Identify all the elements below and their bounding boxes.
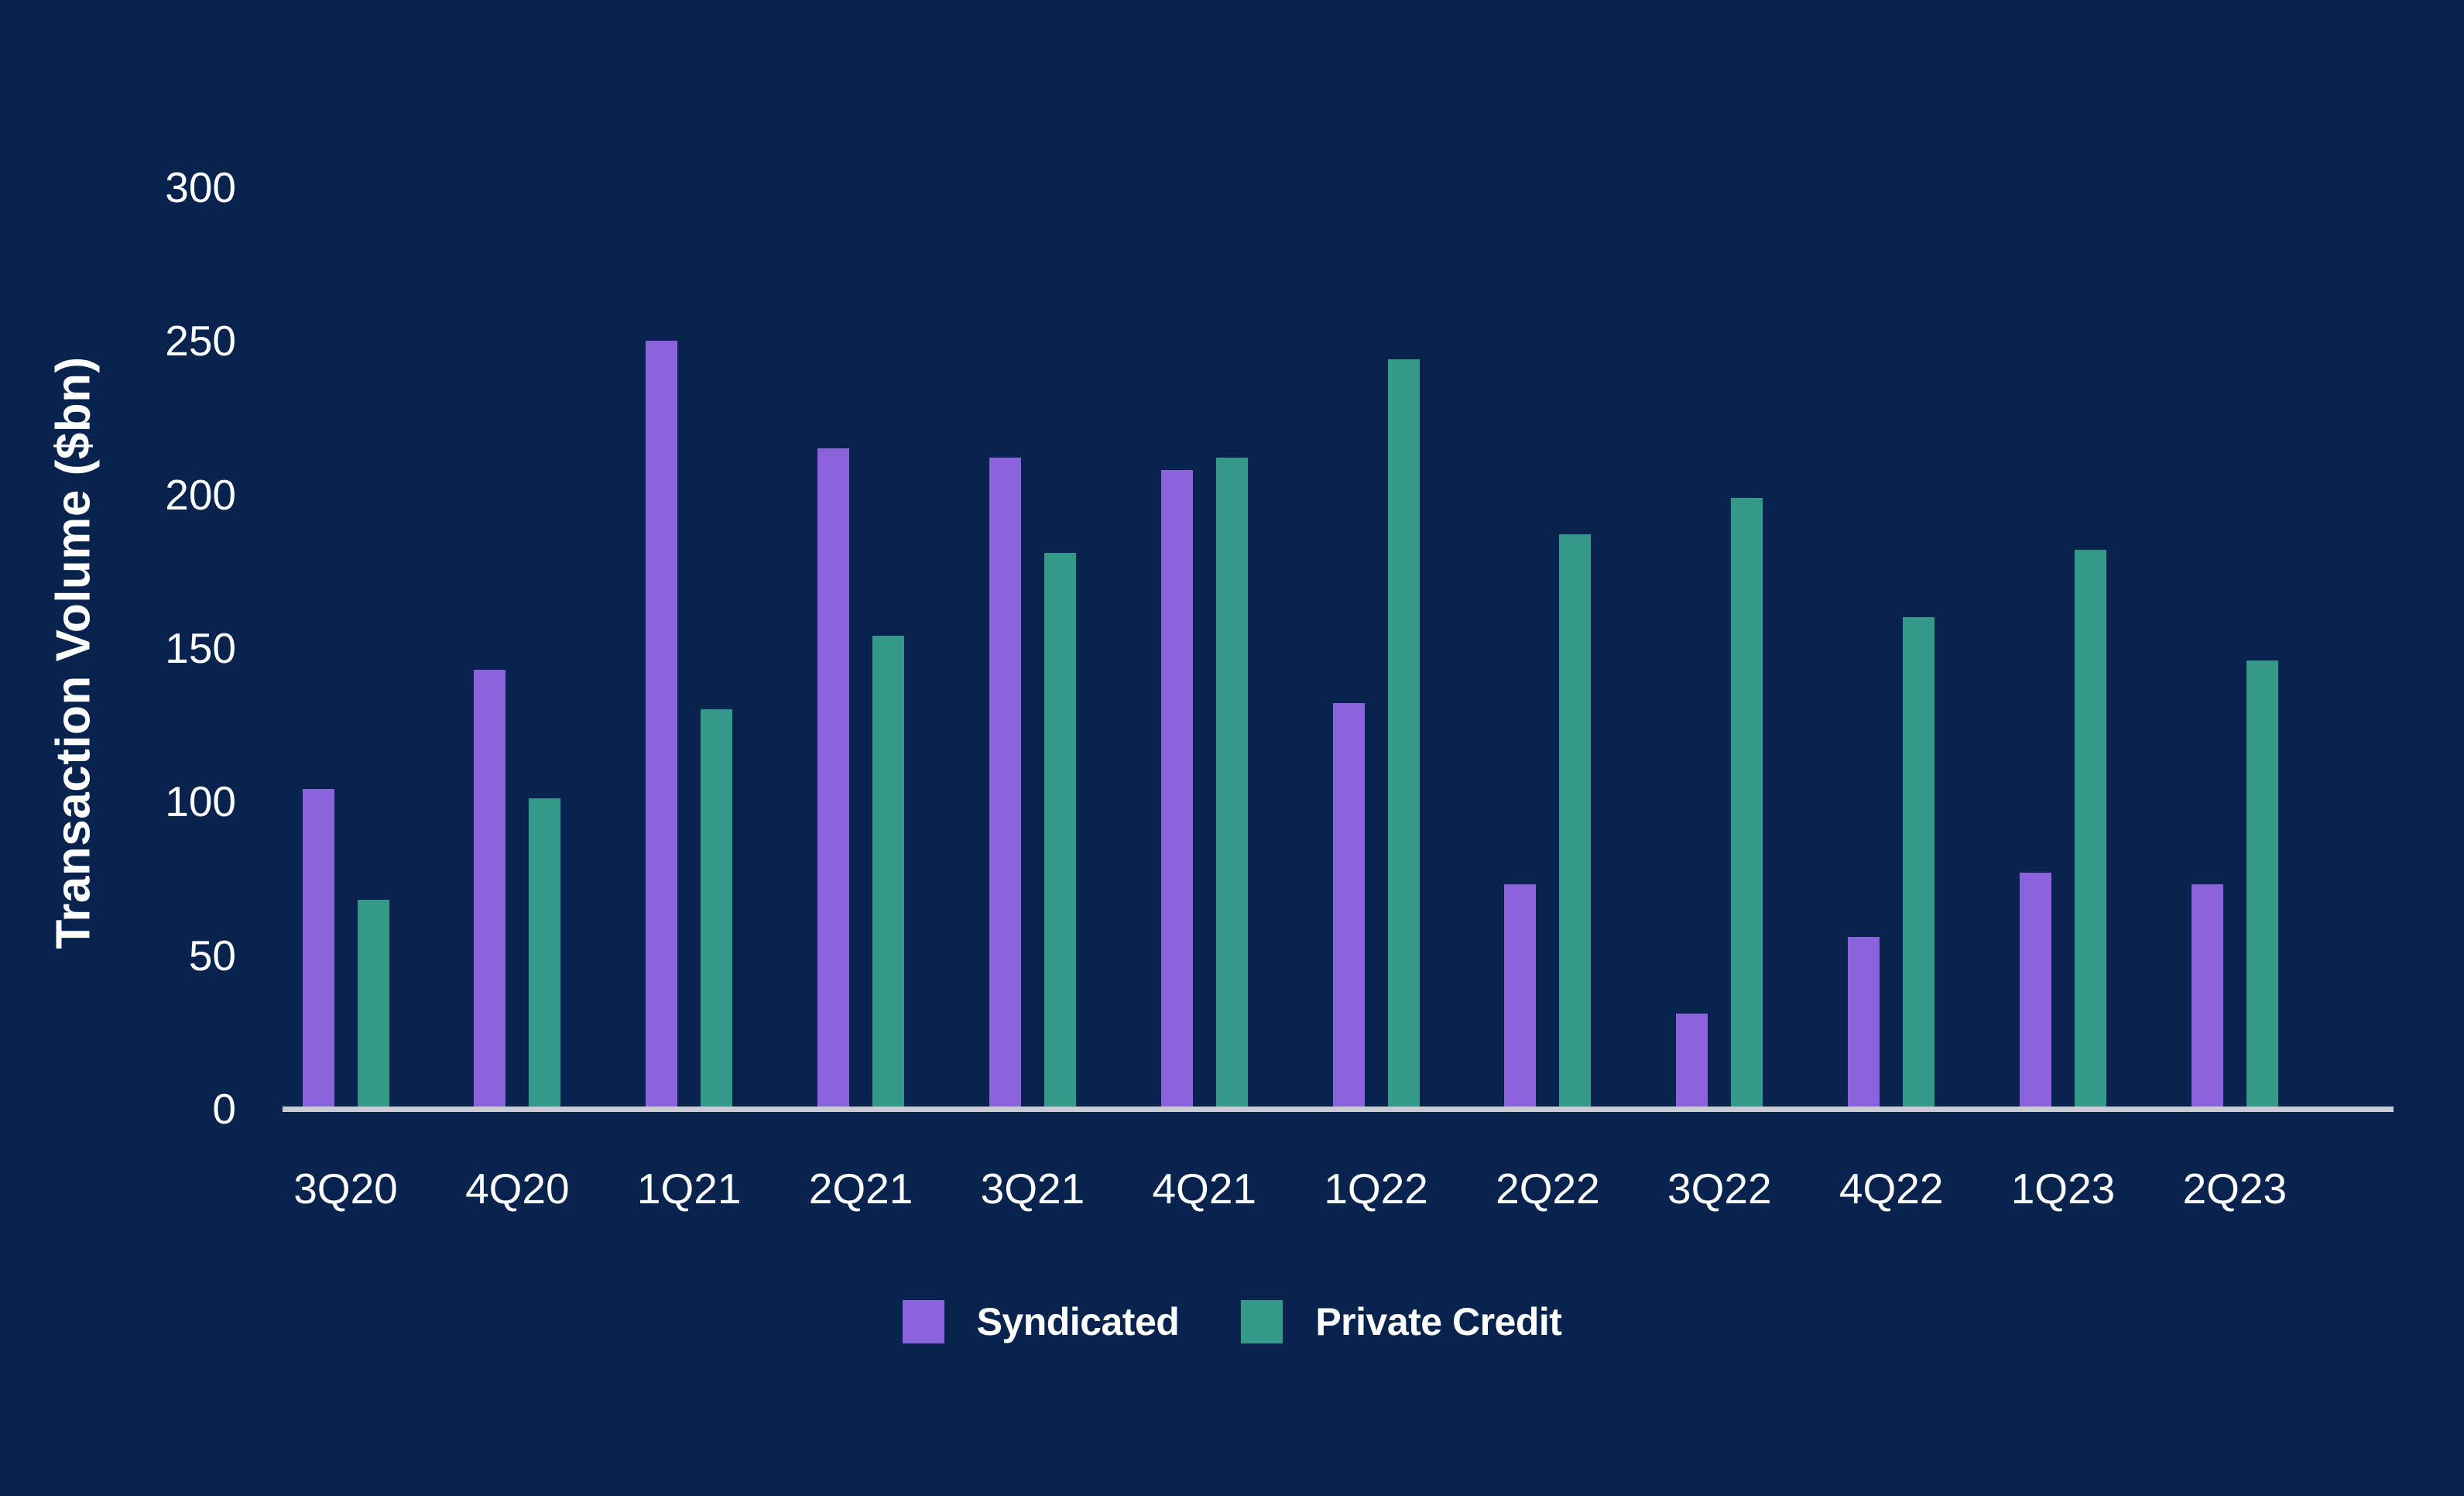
bar-syndicated-1q21: [646, 341, 678, 1109]
x-tick-label-1q22: 1Q22: [1324, 1165, 1428, 1213]
x-tick-label-4q22: 4Q22: [1839, 1165, 1944, 1213]
private-credit-swatch-icon: [1241, 1300, 1283, 1343]
bar-syndicated-3q22: [1676, 1014, 1708, 1109]
y-tick-label-250: 250: [165, 317, 236, 365]
bar-private-credit-4q21: [1215, 458, 1248, 1109]
bar-private-credit-4q22: [1903, 617, 1935, 1109]
bar-syndicated-4q21: [1160, 469, 1193, 1109]
syndicated-swatch-icon: [902, 1300, 944, 1343]
legend: Syndicated Private Credit: [0, 1298, 2464, 1346]
legend-item-syndicated: Syndicated: [902, 1299, 1180, 1344]
bar-private-credit-3q20: [357, 900, 389, 1109]
bar-private-credit-2q23: [2246, 660, 2278, 1109]
x-tick-label-1q21: 1Q21: [636, 1165, 742, 1213]
x-tick-label-3q21: 3Q21: [980, 1165, 1085, 1213]
y-tick-label-300: 300: [165, 163, 236, 211]
bar-syndicated-2q22: [1504, 884, 1537, 1109]
bar-private-credit-1q23: [2075, 550, 2106, 1109]
bar-private-credit-1q22: [1387, 359, 1420, 1109]
bar-syndicated-4q22: [1848, 936, 1880, 1109]
bar-syndicated-1q23: [2020, 872, 2051, 1109]
bar-syndicated-1q22: [1332, 703, 1365, 1109]
x-tick-label-3q22: 3Q22: [1667, 1165, 1772, 1213]
bar-syndicated-2q23: [2191, 884, 2223, 1109]
y-tick-label-100: 100: [165, 777, 236, 826]
x-tick-label-2q23: 2Q23: [2182, 1165, 2288, 1213]
bar-syndicated-3q20: [302, 789, 334, 1109]
y-tick-label-50: 50: [188, 931, 236, 980]
x-tick-label-2q21: 2Q21: [808, 1165, 913, 1213]
bar-syndicated-4q20: [474, 669, 506, 1109]
y-tick-label-150: 150: [165, 624, 236, 672]
x-tick-label-2q22: 2Q22: [1496, 1165, 1600, 1213]
bar-private-credit-3q21: [1044, 553, 1076, 1109]
y-tick-label-200: 200: [165, 470, 236, 519]
x-tick-label-4q20: 4Q20: [465, 1165, 570, 1213]
bar-syndicated-3q21: [989, 458, 1021, 1109]
bar-private-credit-2q21: [872, 636, 905, 1109]
x-tick-label-3q20: 3Q20: [293, 1165, 398, 1213]
legend-label-syndicated: Syndicated: [976, 1300, 1180, 1343]
x-axis-line: [283, 1107, 2394, 1112]
bar-syndicated-2q21: [817, 448, 850, 1109]
bar-private-credit-2q22: [1559, 534, 1592, 1109]
x-tick-label-4q21: 4Q21: [1152, 1165, 1257, 1213]
legend-item-private-credit: Private Credit: [1241, 1299, 1562, 1344]
bar-private-credit-1q21: [701, 709, 733, 1109]
bar-private-credit-4q20: [529, 798, 561, 1109]
y-tick-label-0: 0: [212, 1085, 236, 1133]
bar-private-credit-3q22: [1731, 497, 1763, 1109]
legend-label-private-credit: Private Credit: [1315, 1300, 1562, 1343]
x-tick-label-1q23: 1Q23: [2010, 1165, 2116, 1213]
